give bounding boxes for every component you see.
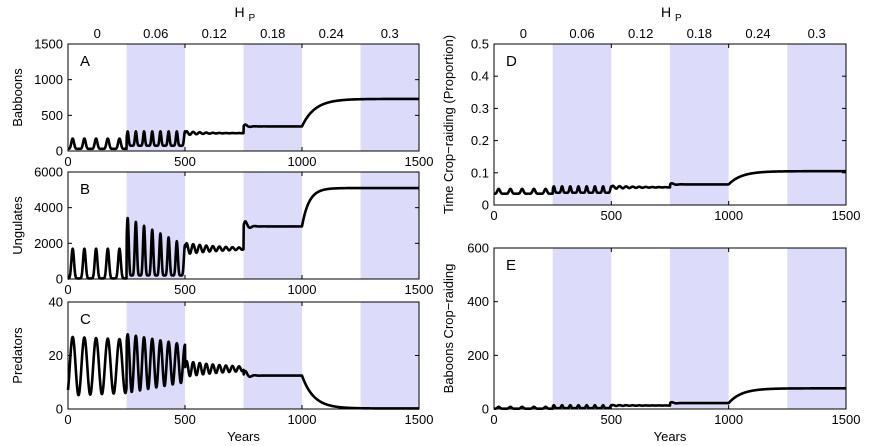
hp-tick-label: 0.12 <box>628 26 653 41</box>
panel-b: 0 500 1000 1500 0 2000 4000 6000 B Ungulates <box>10 165 433 298</box>
shaded-region-2 <box>360 172 419 279</box>
y-axis-label: Predators <box>10 327 25 384</box>
y-tick-label: 2000 <box>34 236 63 251</box>
x-tick-label: 0 <box>64 282 71 297</box>
y-tick-label: 0.4 <box>471 69 489 84</box>
hp-axis-label-subscript: P <box>249 13 256 24</box>
y-axis-label: Babboons <box>10 68 25 127</box>
y-tick-label: 400 <box>467 294 489 309</box>
hp-tick-label: 0.24 <box>745 26 770 41</box>
y-tick-label: 600 <box>467 241 489 256</box>
panel-c: 0 500 1000 1500 0 20 40 C Predators Years <box>10 295 433 445</box>
y-tick-label: 0 <box>482 198 489 213</box>
x-tick-label: 1000 <box>288 412 317 427</box>
series-line <box>66 333 421 410</box>
panel-letter: A <box>80 53 90 70</box>
y-tick-label: 0 <box>56 272 63 287</box>
x-axis-label: Years <box>654 429 687 444</box>
x-axis-label: Years <box>227 429 260 444</box>
x-tick-label: 1500 <box>405 154 434 169</box>
hp-tick-label: 0.24 <box>319 26 344 41</box>
panel-a: 0 500 1000 1500 0 500 1000 1500 A Babboons 0 0.06 0.… <box>10 4 433 169</box>
y-tick-label: 1500 <box>34 37 63 52</box>
axes-frame <box>493 43 847 206</box>
x-tick-label: 1000 <box>288 282 317 297</box>
axes-frame <box>67 171 420 280</box>
x-tick-label: 500 <box>174 282 196 297</box>
shaded-region-1 <box>243 302 302 409</box>
panel-letter: C <box>80 311 91 328</box>
x-tick-label: 1500 <box>832 208 861 223</box>
panel-letter: D <box>506 53 517 70</box>
hp-axis-label: H <box>234 4 244 20</box>
y-tick-label: 0 <box>56 402 63 417</box>
x-tick-label: 0 <box>64 412 71 427</box>
y-tick-label: 0.3 <box>471 101 489 116</box>
x-tick-label: 1000 <box>714 208 743 223</box>
x-tick-label: 1500 <box>405 282 434 297</box>
hp-axis-label-subscript: P <box>675 13 682 24</box>
shaded-region-2 <box>787 44 846 205</box>
axes-frame <box>67 43 420 152</box>
y-axis-label: Ungulates <box>10 196 25 255</box>
panel-letter: E <box>506 257 516 274</box>
hp-tick-label: 0 <box>94 26 101 41</box>
y-tick-label: 0 <box>56 144 63 159</box>
axes-frame <box>493 247 847 410</box>
y-axis-label: Baboons Crop−raiding <box>441 264 456 394</box>
x-tick-label: 1500 <box>405 412 434 427</box>
shaded-region-2 <box>360 302 419 409</box>
y-tick-label: 1000 <box>34 72 63 87</box>
y-tick-label: 0.5 <box>471 37 489 52</box>
y-tick-label: 4000 <box>34 200 63 215</box>
hp-tick-label: 0.06 <box>569 26 594 41</box>
x-tick-label: 1000 <box>714 412 743 427</box>
hp-tick-label: 0.06 <box>143 26 168 41</box>
shaded-region-0 <box>552 248 612 409</box>
shaded-region-2 <box>360 44 419 151</box>
x-tick-label: 0 <box>490 412 497 427</box>
y-tick-label: 0.2 <box>471 133 489 148</box>
shaded-region-1 <box>670 248 729 409</box>
hp-tick-label: 0 <box>520 26 527 41</box>
panel-e: 0 500 1000 1500 0 200 400 600 E Baboons Crop−raid… <box>441 241 860 445</box>
panel-d: 0 500 1000 1500 0 0.1 0.2 0.3 0.4 0.5 D Time Crop−r… <box>441 4 860 223</box>
hp-tick-label: 0.3 <box>381 26 399 41</box>
y-tick-label: 200 <box>467 348 489 363</box>
y-tick-label: 6000 <box>34 165 63 180</box>
shaded-region-1 <box>243 44 302 151</box>
series-line <box>492 169 848 196</box>
hp-tick-label: 0.18 <box>687 26 712 41</box>
hp-axis-label: H <box>661 4 671 20</box>
x-tick-label: 1500 <box>832 412 861 427</box>
y-tick-label: 20 <box>49 348 63 363</box>
x-tick-label: 0 <box>64 154 71 169</box>
y-tick-label: 40 <box>49 295 63 310</box>
shaded-region-2 <box>787 248 846 409</box>
shaded-region-0 <box>552 44 612 205</box>
shaded-region-1 <box>670 44 729 205</box>
x-tick-label: 0 <box>490 208 497 223</box>
x-tick-label: 500 <box>600 208 622 223</box>
series-line <box>66 97 421 151</box>
hp-tick-label: 0.18 <box>260 26 285 41</box>
x-tick-label: 500 <box>174 412 196 427</box>
x-tick-label: 500 <box>600 412 622 427</box>
y-tick-label: 0 <box>482 402 489 417</box>
panel-letter: B <box>80 181 90 198</box>
series-line <box>66 186 421 280</box>
hp-tick-label: 0.3 <box>808 26 826 41</box>
y-tick-label: 0.1 <box>471 165 489 180</box>
y-tick-label: 500 <box>41 108 63 123</box>
hp-tick-label: 0.12 <box>202 26 227 41</box>
x-tick-label: 500 <box>174 154 196 169</box>
x-tick-label: 1000 <box>288 154 317 169</box>
y-axis-label: Time Crop−raiding (Proportion) <box>441 35 456 214</box>
